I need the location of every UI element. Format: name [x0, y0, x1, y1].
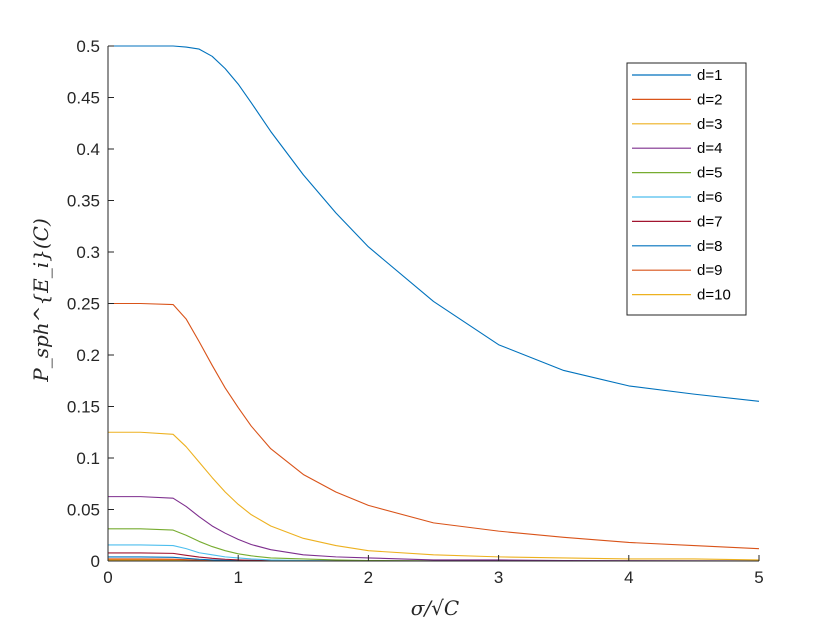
series-line-2	[108, 302, 760, 550]
x-tick-label: 5	[754, 568, 763, 587]
legend-label-4: d=4	[697, 140, 722, 157]
y-tick-label: 0.4	[76, 140, 100, 159]
legend-label-6: d=6	[697, 189, 722, 206]
y-tick-label: 0.15	[67, 398, 100, 417]
y-tick-label: 0.05	[67, 501, 100, 520]
y-axis-label: P_sph^{E_i}(C)	[29, 218, 53, 383]
x-tick-label: 4	[624, 568, 633, 587]
y-tick-label: 0.1	[76, 449, 100, 468]
y-tick-label: 0.25	[67, 295, 100, 314]
legend-box	[626, 62, 747, 316]
y-tick-label: 0.5	[76, 37, 100, 56]
x-axis-label-text: σ/√C	[411, 596, 459, 620]
legend: d=1 d=2 d=3 d=4 d=5 d=6 d=7 d=8 d=9 d=10	[626, 62, 747, 316]
x-tick-label: 1	[233, 568, 242, 587]
series-line-1	[108, 45, 760, 402]
y-tick-label: 0	[91, 552, 100, 571]
x-tick-label: 2	[364, 568, 373, 587]
ticks: 0 1 2 3 4 5 0 0.05 0.1 0.15 0.2 0.25 0.3 0.35 0.4 0.45 0…	[67, 37, 764, 587]
series-line-5	[108, 528, 759, 562]
legend-label-1: d=1	[697, 67, 722, 84]
series-line-3	[108, 431, 760, 561]
svg-text:P_sph^{E_i}(C): P_sph^{E_i}(C)	[29, 218, 53, 383]
legend-label-7: d=7	[697, 213, 722, 230]
y-tick-label: 0.45	[67, 89, 100, 108]
y-axis-label-text: P_sph^{E_i}(C)	[29, 218, 53, 383]
legend-label-9: d=9	[697, 262, 722, 279]
plot-lines	[108, 45, 760, 562]
legend-label-10: d=10	[697, 287, 731, 304]
y-tick-label: 0.2	[76, 346, 100, 365]
legend-label-5: d=5	[697, 165, 722, 182]
x-axis-label: σ/√C	[411, 596, 459, 620]
legend-label-2: d=2	[697, 91, 722, 108]
x-tick-label: 0	[103, 568, 112, 587]
y-tick-label: 0.3	[76, 243, 100, 262]
legend-label-8: d=8	[697, 238, 722, 255]
y-tick-label: 0.35	[67, 192, 100, 211]
legend-label-3: d=3	[697, 116, 722, 133]
x-tick-label: 3	[494, 568, 503, 587]
series-line-4	[108, 496, 760, 562]
